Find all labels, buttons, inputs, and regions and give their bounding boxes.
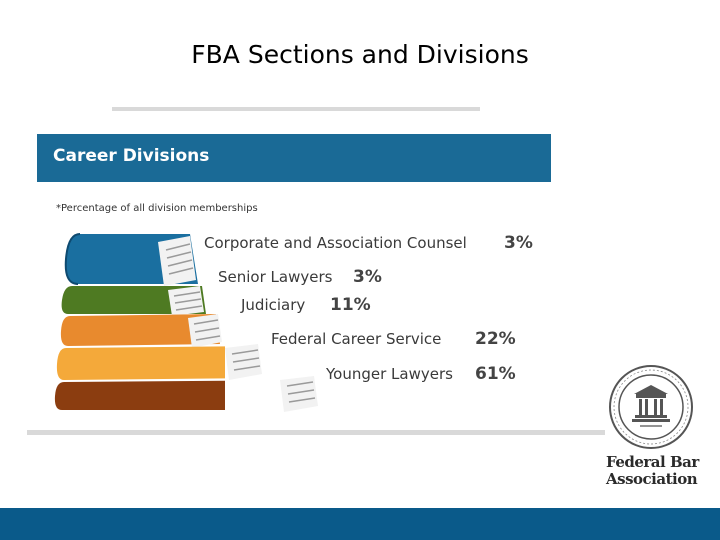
org-name-line2: Association [606,470,698,488]
org-name: Federal Bar Association [606,454,706,488]
label-corporate: Corporate and Association Counsel [204,234,467,252]
career-divisions-note: *Percentage of all division memberships [56,203,258,214]
fba-seal-icon [608,364,694,455]
pct-judiciary: 11% [330,295,371,315]
slide-title: FBA Sections and Divisions [191,40,529,69]
pct-senior: 3% [353,267,382,287]
book-corporate-icon [64,233,198,286]
book-younger-pages-icon [280,376,318,412]
book-federal-career-icon [56,346,259,380]
book-senior-icon [61,286,206,316]
org-name-line1: Federal Bar [606,453,699,471]
career-divisions-header: Career Divisions [37,134,551,182]
bottom-divider [27,430,605,435]
book-federal-pages-icon [225,344,262,380]
pct-federal-career: 22% [475,329,516,349]
label-younger: Younger Lawyers [326,365,453,383]
pct-corporate: 3% [504,233,533,253]
pct-younger: 61% [475,364,516,384]
label-judiciary: Judiciary [241,296,306,314]
top-divider [112,107,480,111]
footer-bar [0,508,720,540]
label-senior: Senior Lawyers [218,268,333,286]
book-judiciary-icon [60,314,222,348]
label-federal-career: Federal Career Service [271,330,442,348]
